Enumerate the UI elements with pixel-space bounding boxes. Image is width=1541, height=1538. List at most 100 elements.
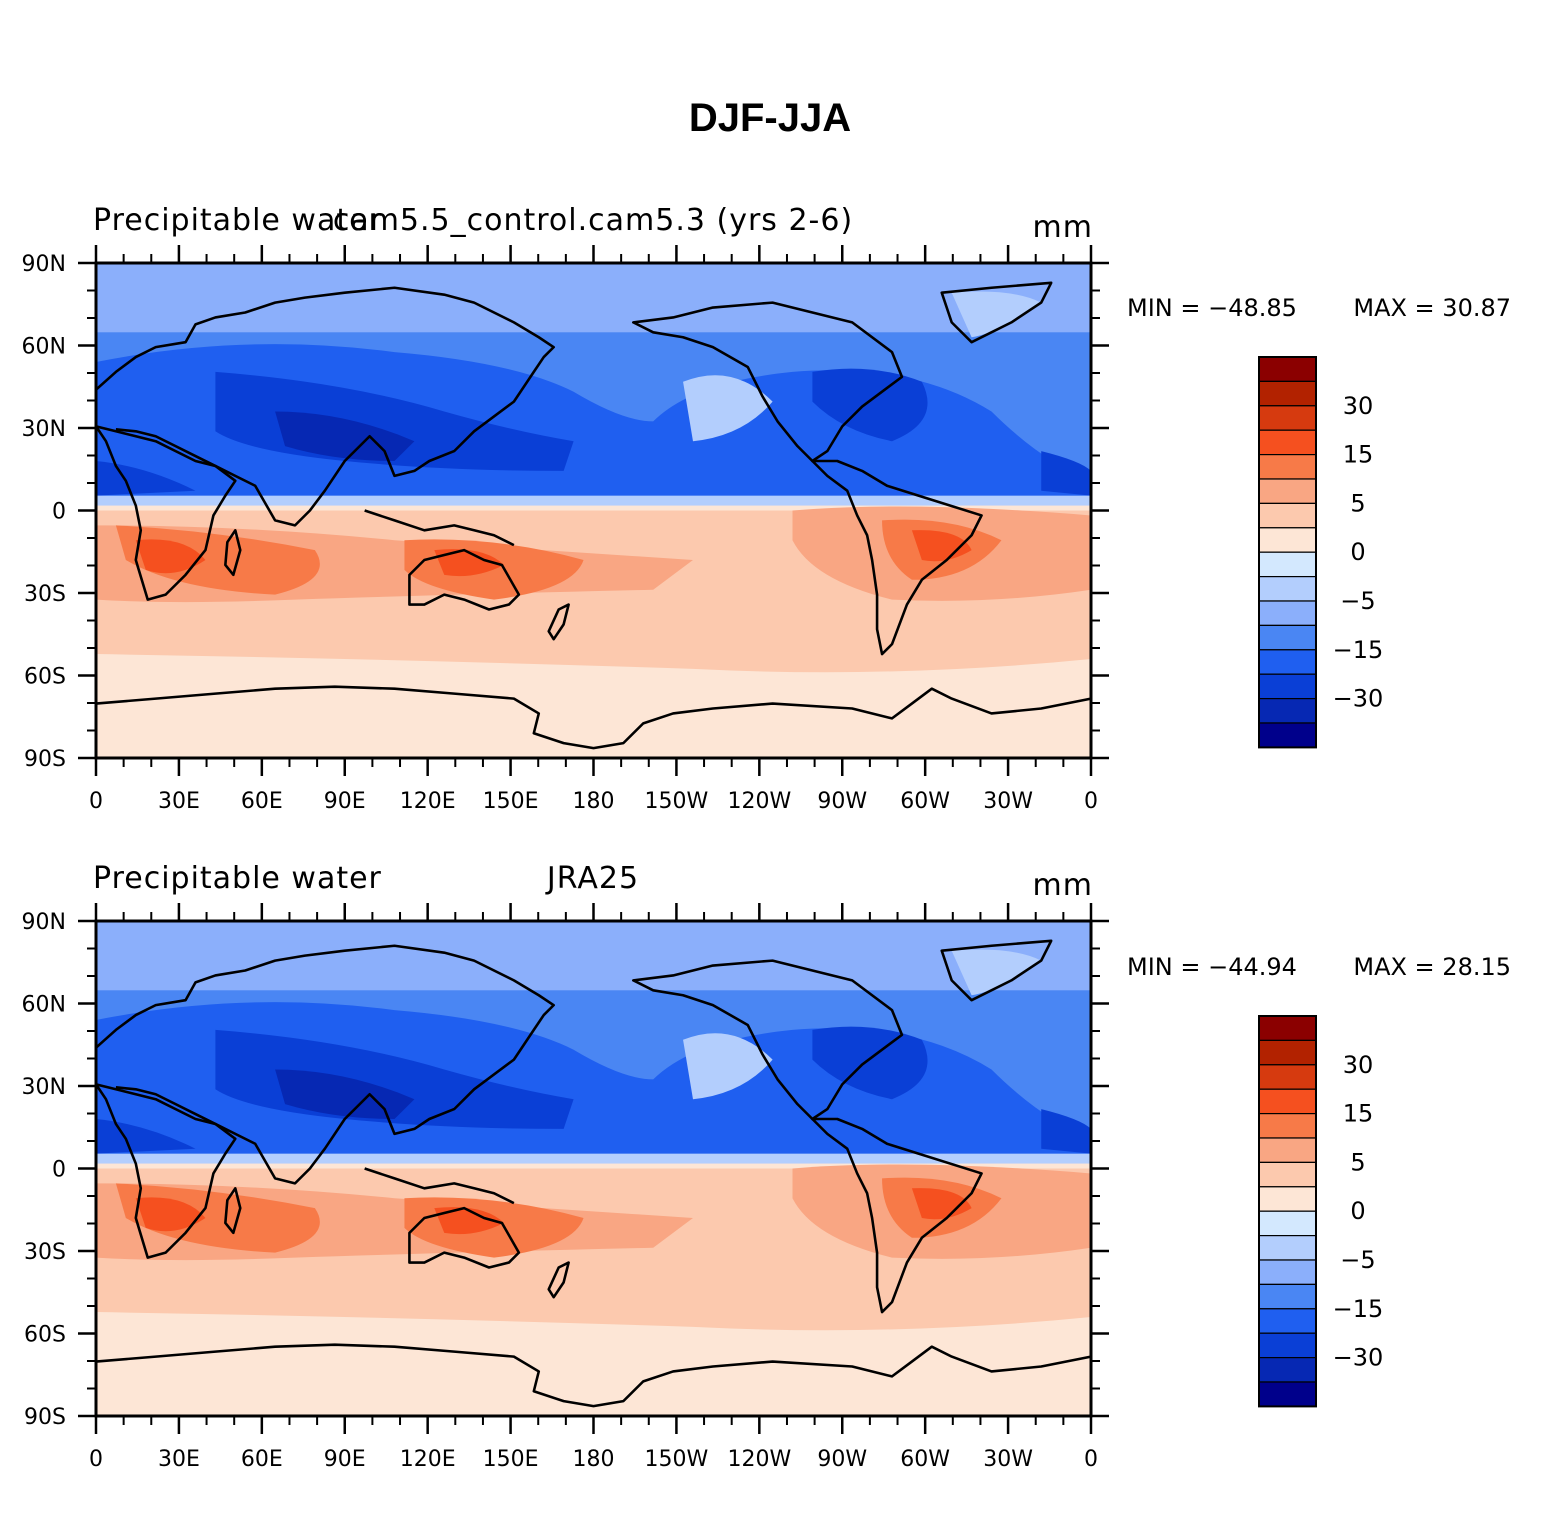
lon-tick-label: 0 bbox=[1084, 789, 1098, 814]
panel-center-title: cam5.5_control.cam5.3 (yrs 2-6) bbox=[333, 203, 853, 238]
max-label: MAX = 30.87 bbox=[1353, 294, 1511, 322]
lon-tick-label: 90W bbox=[817, 789, 867, 814]
lon-tick-label: 150W bbox=[645, 789, 709, 814]
lon-tick-label: 180 bbox=[573, 789, 615, 814]
lon-tick-label: 120W bbox=[727, 1447, 791, 1472]
colorbar-label: 30 bbox=[1343, 1051, 1374, 1079]
colorbar-cell bbox=[1258, 1015, 1317, 1041]
colorbar-label: −30 bbox=[1333, 685, 1384, 713]
lat-tick-label: 90S bbox=[24, 1405, 66, 1430]
lat-tick-label: 30N bbox=[22, 417, 66, 442]
colorbar-cell bbox=[1258, 429, 1317, 456]
colorbar-cell bbox=[1258, 575, 1317, 602]
colorbar-cell bbox=[1258, 1210, 1317, 1237]
panel-units: mm bbox=[1033, 210, 1093, 245]
colorbar-cell bbox=[1258, 673, 1317, 700]
colorbar-cell bbox=[1258, 1259, 1317, 1285]
min-label: MIN = −48.85 bbox=[1127, 294, 1297, 322]
colorbar-cell bbox=[1258, 1381, 1317, 1407]
colorbar-cell bbox=[1258, 1039, 1317, 1066]
colorbar-label: 15 bbox=[1343, 441, 1374, 469]
colorbar-cell bbox=[1258, 502, 1317, 529]
colorbar-cell bbox=[1258, 1161, 1317, 1188]
colorbar-label: 15 bbox=[1343, 1100, 1374, 1128]
colorbar-cell bbox=[1258, 1064, 1317, 1090]
colorbar-label: 0 bbox=[1350, 1197, 1365, 1225]
lon-tick-label: 0 bbox=[89, 789, 103, 814]
colorbar-label: −30 bbox=[1333, 1344, 1384, 1372]
panel-units: mm bbox=[1033, 868, 1093, 903]
colorbar-label: −15 bbox=[1333, 1295, 1384, 1323]
panel-reanalysis: Precipitable water JRA25 mm 90N 60N 30N 0 30S 60… bbox=[22, 861, 1511, 1472]
lat-tick-label: 60N bbox=[22, 335, 66, 360]
lat-tick-label: 0 bbox=[52, 500, 66, 525]
lon-tick-label: 0 bbox=[89, 1447, 103, 1472]
lat-tick-label: 90N bbox=[22, 252, 66, 277]
lon-tick-label: 0 bbox=[1084, 1447, 1098, 1472]
colorbar-label: −15 bbox=[1333, 636, 1384, 664]
lon-tick-label: 120W bbox=[727, 789, 791, 814]
lat-tick-label: 60N bbox=[22, 993, 66, 1018]
panel-left-title: Precipitable water bbox=[93, 861, 382, 896]
map-field bbox=[94, 921, 1093, 1416]
lon-tick-label: 120E bbox=[400, 789, 456, 814]
lon-tick-label: 150E bbox=[483, 789, 539, 814]
lon-tick-label: 30E bbox=[158, 789, 200, 814]
colorbar-label: 0 bbox=[1350, 538, 1365, 566]
lon-tick-label: 60W bbox=[900, 789, 950, 814]
colorbar-cell bbox=[1258, 1137, 1317, 1163]
colorbar-cell bbox=[1258, 1332, 1317, 1359]
colorbar-cell bbox=[1258, 356, 1317, 382]
colorbar-cell bbox=[1258, 649, 1317, 675]
colorbar-label: −5 bbox=[1340, 587, 1375, 615]
lon-tick-label: 120E bbox=[400, 1447, 456, 1472]
colorbar-cell bbox=[1258, 1112, 1317, 1139]
lon-tick-label: 90W bbox=[817, 1447, 867, 1472]
min-label: MIN = −44.94 bbox=[1127, 953, 1297, 981]
panel-model: Precipitable watercam5.5_control.cam5.3 … bbox=[22, 203, 1511, 814]
lon-tick-label: 180 bbox=[573, 1447, 615, 1472]
lon-tick-label: 150E bbox=[483, 1447, 539, 1472]
map-field bbox=[94, 263, 1093, 758]
lat-tick-label: 60S bbox=[24, 665, 66, 690]
colorbar-cell bbox=[1258, 624, 1317, 651]
colorbar-cell bbox=[1258, 1234, 1317, 1261]
colorbar-cell bbox=[1258, 527, 1317, 553]
colorbar-cell bbox=[1258, 478, 1317, 504]
colorbar-cell bbox=[1258, 1356, 1317, 1383]
colorbar-cell bbox=[1258, 551, 1317, 578]
lon-tick-label: 60E bbox=[241, 789, 283, 814]
colorbar-cell bbox=[1258, 1283, 1317, 1310]
lon-tick-label: 60W bbox=[900, 1447, 950, 1472]
lon-tick-label: 30W bbox=[983, 789, 1033, 814]
colorbar-cell bbox=[1258, 600, 1317, 626]
lon-tick-label: 60E bbox=[241, 1447, 283, 1472]
lat-tick-label: 60S bbox=[24, 1323, 66, 1348]
panel-center-title: JRA25 bbox=[545, 861, 639, 896]
figure-title: DJF-JJA bbox=[689, 96, 851, 140]
lon-tick-label: 30W bbox=[983, 1447, 1033, 1472]
colorbar-label: 5 bbox=[1350, 489, 1365, 517]
colorbar-label: −5 bbox=[1340, 1246, 1375, 1274]
colorbar-cell bbox=[1258, 697, 1317, 724]
colorbar-cell bbox=[1258, 1186, 1317, 1212]
lon-tick-label: 30E bbox=[158, 1447, 200, 1472]
colorbar-cell bbox=[1258, 722, 1317, 748]
colorbar-cell bbox=[1258, 1088, 1317, 1115]
colorbar-cell bbox=[1258, 1308, 1317, 1334]
panel-left-title: Precipitable water bbox=[93, 203, 382, 238]
colorbar-label: 5 bbox=[1350, 1148, 1365, 1176]
lon-tick-label: 150W bbox=[645, 1447, 709, 1472]
lat-tick-label: 30S bbox=[24, 582, 66, 607]
lat-tick-label: 90N bbox=[22, 910, 66, 935]
lon-tick-label: 90E bbox=[324, 789, 366, 814]
max-label: MAX = 28.15 bbox=[1353, 953, 1511, 981]
colorbar-cell bbox=[1258, 454, 1317, 480]
lat-tick-label: 30S bbox=[24, 1240, 66, 1265]
colorbar-cell bbox=[1258, 405, 1317, 431]
lat-tick-label: 90S bbox=[24, 747, 66, 772]
colorbar-cell bbox=[1258, 380, 1317, 407]
lat-tick-label: 0 bbox=[52, 1158, 66, 1183]
colorbar-label: 30 bbox=[1343, 392, 1374, 420]
